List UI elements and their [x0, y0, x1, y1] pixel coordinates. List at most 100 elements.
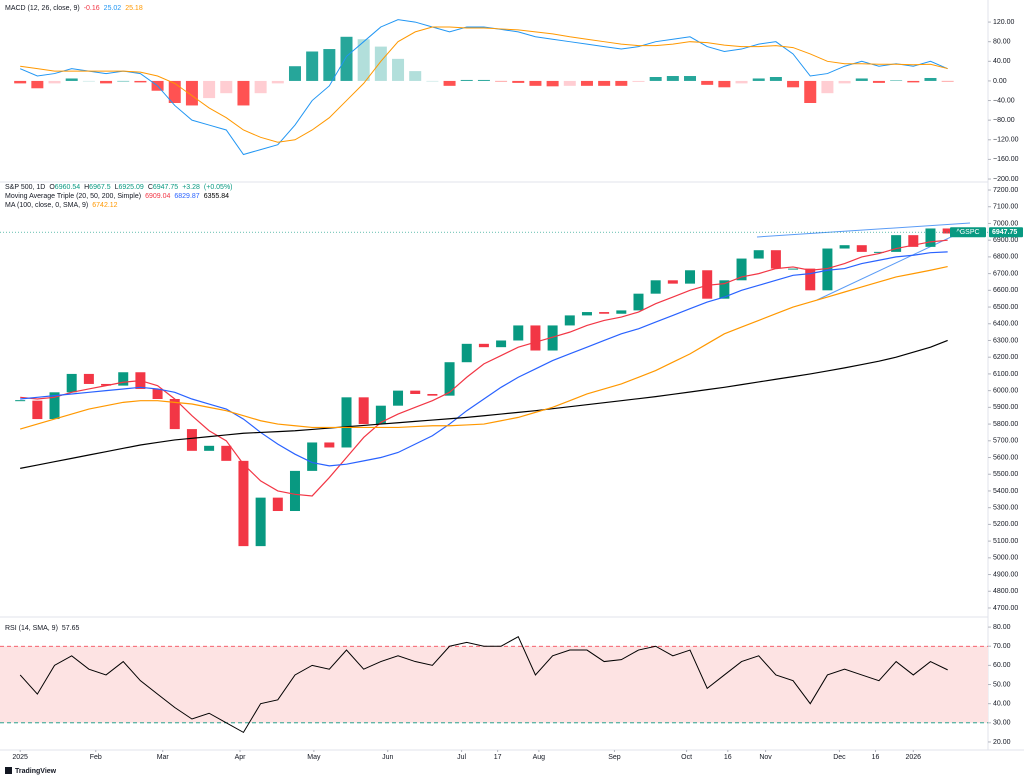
y-tick-label: −160.00: [993, 156, 1019, 163]
histogram-bar: [237, 80, 250, 106]
candle: [719, 280, 730, 299]
histogram-bar: [374, 46, 387, 81]
y-tick-label: 5800.00: [993, 421, 1018, 428]
candle: [925, 228, 936, 247]
y-tick-label: 80.00: [993, 624, 1011, 631]
legend: RSI (14, SMA, 9) 57.65: [5, 625, 80, 632]
symbol-title: S&P 500, 1D: [5, 184, 45, 191]
y-tick-label: 5200.00: [993, 521, 1018, 528]
histogram-bar: [855, 78, 868, 81]
legend-value: 57.65: [62, 625, 80, 632]
histogram-bar: [254, 80, 267, 94]
histogram-bar: [31, 80, 44, 89]
x-tick-label: Feb: [90, 754, 102, 761]
signal-line: [20, 26, 948, 143]
y-tick-label: 5400.00: [993, 488, 1018, 495]
histogram-bar: [769, 77, 782, 81]
y-tick-label: 5000.00: [993, 555, 1018, 562]
legend-value: 6355.84: [204, 193, 229, 200]
candle: [393, 390, 404, 406]
macd-line: [19, 19, 948, 156]
y-tick-label: 5100.00: [993, 538, 1018, 545]
histogram-bar: [48, 80, 61, 84]
candle: [736, 258, 747, 281]
moving-average-line: [20, 251, 948, 467]
x-tick-label: Apr: [235, 754, 247, 761]
indicator-title: MACD (12, 26, close, 9): [5, 5, 80, 12]
candle: [186, 429, 197, 451]
histogram-bar: [185, 80, 198, 106]
histogram-bar: [288, 66, 301, 81]
moving-average-line: [20, 239, 948, 497]
y-tick-label: 6300.00: [993, 337, 1018, 344]
histogram-bar: [787, 80, 800, 88]
band-fill: [0, 646, 988, 723]
histogram-bar: [65, 78, 78, 81]
histogram-bar: [804, 80, 817, 103]
candle: [49, 392, 60, 420]
trend-line: [756, 222, 971, 238]
candle: [83, 373, 94, 384]
change-value: (+0.05%): [204, 184, 233, 191]
candle: [478, 343, 489, 348]
x-tick-label: Jul: [457, 754, 466, 761]
candle: [685, 270, 696, 284]
y-tick-label: 40.00: [993, 701, 1011, 708]
histogram-bar: [718, 80, 731, 88]
candle: [942, 228, 953, 234]
candle: [513, 325, 524, 341]
histogram-bar: [168, 80, 181, 103]
y-tick-label: 6700.00: [993, 270, 1018, 277]
y-tick-label: 120.00: [993, 19, 1015, 26]
histogram-bar: [529, 80, 542, 86]
histogram-bar: [134, 80, 147, 83]
candle: [873, 251, 884, 253]
histogram-bar: [580, 80, 593, 86]
x-tick-label: Mar: [157, 754, 170, 761]
y-tick-label: 6000.00: [993, 387, 1018, 394]
x-tick-label: 2025: [12, 754, 28, 761]
candle: [238, 460, 249, 547]
candle: [564, 315, 575, 326]
histogram-bar: [649, 77, 662, 81]
candle: [908, 235, 919, 247]
candle: [66, 373, 77, 393]
candle: [650, 280, 661, 294]
y-tick-label: 50.00: [993, 681, 1011, 688]
histogram-bar: [821, 80, 834, 94]
candle: [770, 250, 781, 269]
histogram-bar: [271, 80, 284, 84]
histogram-bar: [546, 80, 559, 87]
candle: [839, 245, 850, 249]
legend-value: -0.16: [84, 5, 100, 12]
histogram-bar: [512, 80, 525, 83]
ohlc-key: O: [49, 184, 55, 191]
x-tick-label: Nov: [759, 754, 772, 761]
y-tick-label: 7200.00: [993, 187, 1018, 194]
candle: [375, 405, 386, 425]
y-tick-label: 6400.00: [993, 321, 1018, 328]
ohlc-value: 6967.5: [89, 184, 111, 191]
candle: [599, 312, 610, 314]
candle: [891, 235, 902, 252]
candle: [289, 470, 300, 512]
histogram-bar: [666, 76, 679, 81]
legend: MACD (12, 26, close, 9) -0.16 25.02 25.18: [5, 5, 143, 12]
histogram-bar: [924, 77, 937, 81]
candle: [753, 250, 764, 259]
histogram-bar: [100, 80, 113, 84]
candle: [204, 445, 215, 451]
brand-logo: [5, 767, 12, 774]
candle: [118, 372, 129, 386]
histogram-bar: [357, 39, 370, 81]
histogram-bar: [735, 80, 748, 84]
legend-value: 25.18: [125, 5, 143, 12]
price-tag: [989, 227, 1023, 238]
candle: [15, 400, 26, 402]
legend-value: 6742.12: [92, 202, 117, 209]
histogram-bar: [632, 80, 645, 82]
x-tick-label: 16: [724, 754, 732, 761]
x-tick-label: Dec: [833, 754, 846, 761]
y-tick-label: 70.00: [993, 643, 1011, 650]
candle: [616, 310, 627, 314]
